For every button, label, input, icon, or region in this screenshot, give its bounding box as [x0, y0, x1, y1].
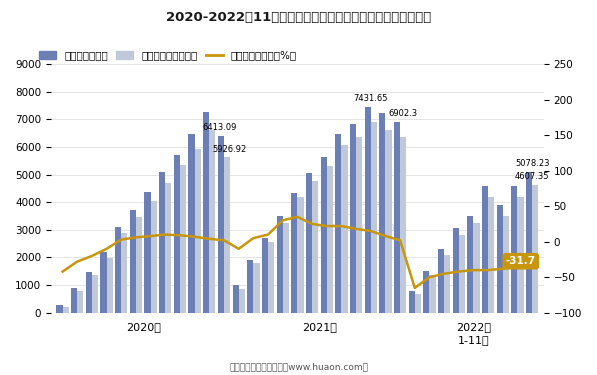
- Bar: [400, 137, 406, 313]
- Bar: [365, 107, 371, 313]
- Text: 5926.92: 5926.92: [213, 145, 247, 154]
- Bar: [262, 238, 268, 313]
- Bar: [115, 227, 121, 313]
- Bar: [71, 288, 77, 313]
- Bar: [180, 165, 186, 313]
- Bar: [503, 216, 509, 313]
- Bar: [297, 196, 303, 313]
- Bar: [467, 216, 473, 313]
- Bar: [210, 130, 216, 313]
- Bar: [247, 260, 253, 313]
- Bar: [312, 182, 318, 313]
- Bar: [239, 289, 245, 313]
- Bar: [195, 149, 201, 313]
- Bar: [92, 276, 98, 313]
- Bar: [203, 111, 210, 313]
- Bar: [350, 124, 356, 313]
- Bar: [327, 166, 333, 313]
- Bar: [458, 236, 465, 313]
- Bar: [341, 145, 347, 313]
- Bar: [453, 228, 458, 313]
- Bar: [511, 186, 518, 313]
- Bar: [121, 232, 127, 313]
- Bar: [356, 137, 362, 313]
- Bar: [100, 252, 107, 313]
- Bar: [532, 185, 538, 313]
- Bar: [136, 217, 142, 313]
- Bar: [408, 291, 415, 313]
- Bar: [321, 157, 327, 313]
- Bar: [165, 183, 171, 313]
- Bar: [518, 196, 524, 313]
- Bar: [232, 285, 239, 313]
- Bar: [253, 263, 260, 313]
- Bar: [336, 135, 341, 313]
- Bar: [144, 192, 150, 313]
- Bar: [379, 113, 386, 313]
- Bar: [423, 271, 429, 313]
- Bar: [174, 155, 180, 313]
- Legend: 商品房（亿元）, 商品房住宅（亿元）, 商品房销售增速（%）: 商品房（亿元）, 商品房住宅（亿元）, 商品房销售增速（%）: [35, 46, 301, 65]
- Text: -31.7: -31.7: [506, 256, 536, 266]
- Bar: [57, 305, 63, 313]
- Text: 6413.09: 6413.09: [202, 123, 237, 132]
- Bar: [415, 294, 421, 313]
- Bar: [473, 223, 479, 313]
- Bar: [386, 130, 392, 313]
- Text: 5078.23: 5078.23: [515, 159, 549, 168]
- Text: 华经产业研究院
www.huaon.com: 华经产业研究院 www.huaon.com: [305, 203, 408, 234]
- Text: 4607.35: 4607.35: [515, 172, 549, 181]
- Bar: [150, 201, 157, 313]
- Bar: [189, 135, 195, 313]
- Bar: [130, 210, 136, 313]
- Bar: [306, 173, 312, 313]
- Bar: [159, 172, 165, 313]
- Bar: [482, 186, 488, 313]
- Bar: [276, 216, 283, 313]
- Bar: [268, 242, 274, 313]
- Bar: [218, 135, 224, 313]
- Bar: [444, 255, 450, 313]
- Text: 7431.65: 7431.65: [353, 94, 388, 103]
- Bar: [283, 223, 289, 313]
- Bar: [77, 291, 84, 313]
- Bar: [394, 122, 400, 313]
- Bar: [63, 307, 69, 313]
- Text: 6902.3: 6902.3: [389, 109, 417, 118]
- Bar: [371, 122, 377, 313]
- Bar: [107, 258, 113, 313]
- Text: 制图：华经产业研究院（www.huaon.com）: 制图：华经产业研究院（www.huaon.com）: [229, 362, 368, 371]
- Bar: [438, 249, 444, 313]
- Bar: [488, 196, 494, 313]
- Text: 2020-2022年11月安徽房地产商品住宅及商品住宅现房销售额: 2020-2022年11月安徽房地产商品住宅及商品住宅现房销售额: [166, 11, 431, 24]
- Bar: [291, 192, 297, 313]
- Bar: [224, 157, 230, 313]
- Bar: [429, 274, 436, 313]
- Bar: [497, 205, 503, 313]
- Bar: [526, 172, 532, 313]
- Bar: [86, 272, 92, 313]
